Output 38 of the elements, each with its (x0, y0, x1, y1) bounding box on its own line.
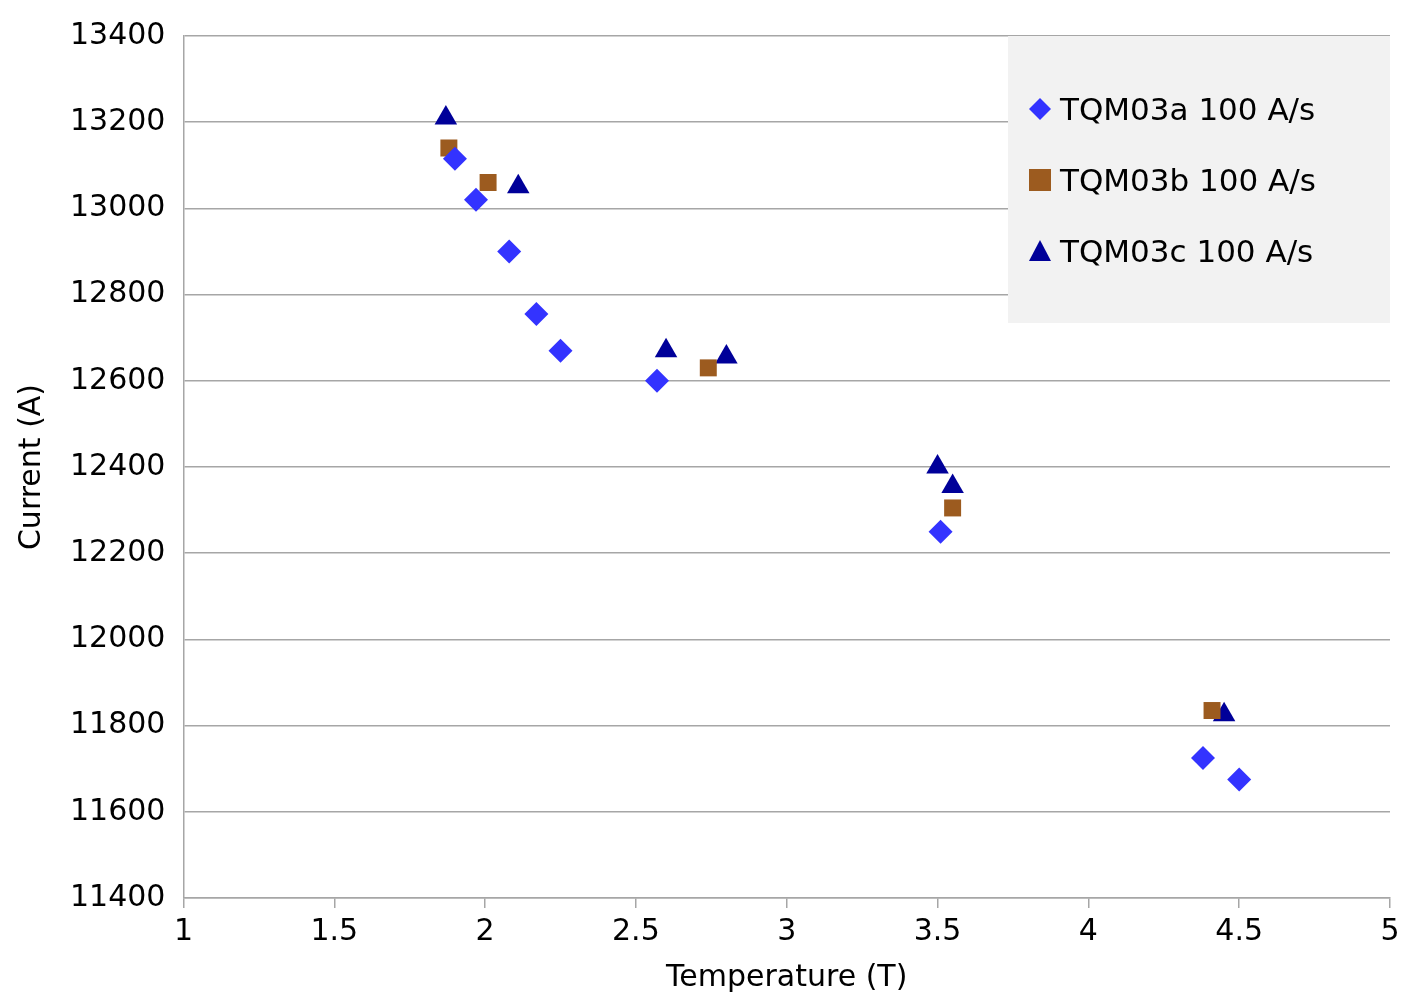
y-tick-label: 11800 (70, 705, 166, 741)
y-tick-label: 11400 (70, 877, 166, 913)
point (1190, 745, 1215, 770)
y-tick-label: 12600 (70, 360, 166, 396)
y-tick-label: 13400 (70, 15, 166, 51)
x-tick-label: 1.5 (310, 911, 359, 947)
x-axis-title: Temperature (T) (665, 957, 908, 993)
y-tick-label: 11600 (70, 791, 166, 827)
x-tick-label: 1 (173, 911, 193, 947)
x-tick-label: 5 (1380, 911, 1400, 947)
legend-label: TQM03c 100 A/s (1060, 232, 1314, 269)
x-tick-label: 3 (777, 911, 797, 947)
y-tick-label: 12400 (70, 446, 166, 482)
y-tick-label: 12000 (70, 619, 166, 655)
y-axis-title: Current (A) (11, 383, 47, 551)
y-tick-label: 12800 (70, 274, 166, 310)
point (548, 338, 573, 363)
x-tick-label: 4 (1078, 911, 1098, 947)
x-tick-label: 2 (475, 911, 495, 947)
x-tick-label: 4.5 (1215, 911, 1264, 947)
legend-label: TQM03a 100 A/s (1060, 90, 1316, 127)
point (1227, 767, 1252, 792)
point (464, 187, 489, 212)
point (479, 174, 497, 192)
x-tick-label: 2.5 (612, 911, 660, 947)
point (645, 368, 670, 393)
point (944, 499, 962, 517)
y-tick-label: 13200 (70, 102, 166, 137)
legend-label: TQM03b 100 A/s (1060, 161, 1316, 198)
point (928, 519, 953, 544)
point (1203, 702, 1221, 719)
y-tick-label: 12200 (70, 533, 166, 568)
point (699, 359, 717, 377)
x-tick-label: 3.5 (913, 911, 962, 947)
y-tick-label: 13000 (70, 188, 166, 224)
point (524, 302, 549, 326)
point (497, 239, 522, 264)
point (442, 146, 467, 171)
